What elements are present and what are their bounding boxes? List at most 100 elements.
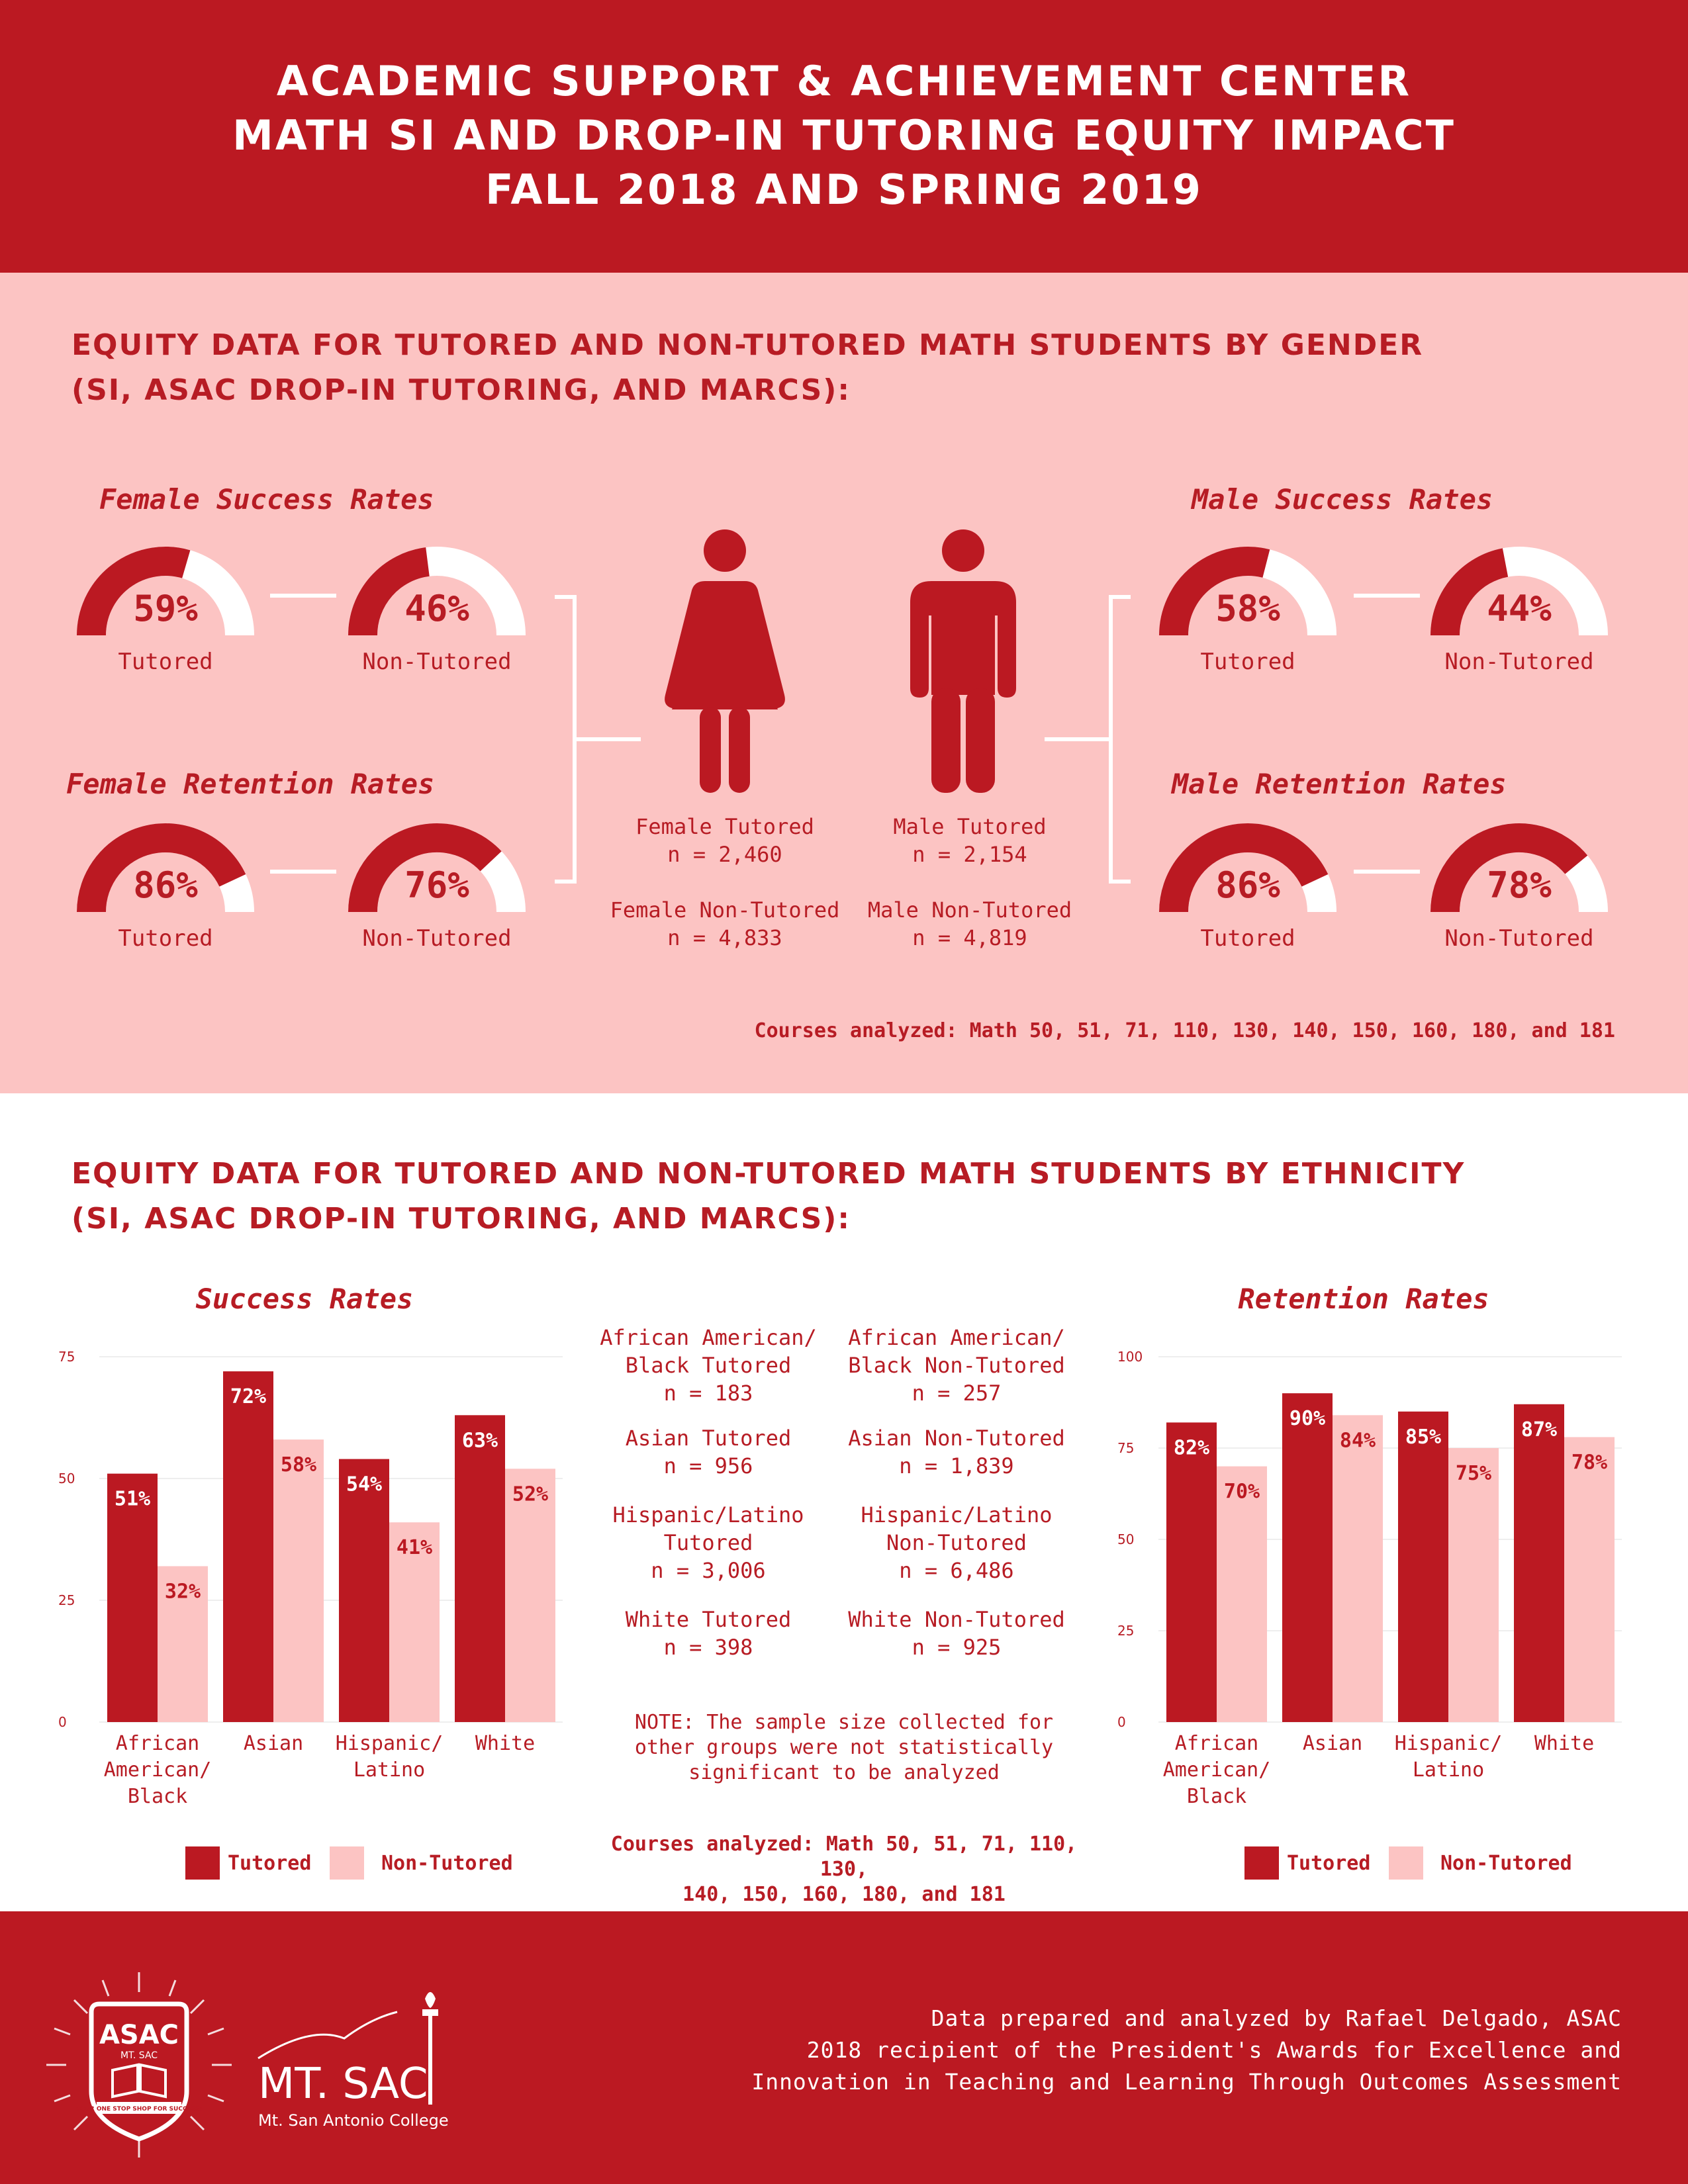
bar-tutored: [107, 1473, 158, 1722]
bar-non-tutored: [158, 1566, 208, 1722]
count-line: Black Non-Tutored: [848, 1353, 1065, 1378]
gauge-fill: [77, 823, 246, 913]
x-category-label: Black: [128, 1785, 187, 1808]
gauge-caption: Tutored: [118, 925, 213, 952]
bar-value-label: 72%: [230, 1385, 266, 1408]
gender-connectors: [270, 594, 1420, 884]
male-non-count: Male Non-Tutored n = 4,819: [831, 896, 1109, 952]
bar-value-label: 75%: [1456, 1462, 1491, 1485]
female-non-n: n = 4,833: [667, 925, 782, 950]
gauge-male-retention-tutored: [1159, 823, 1336, 913]
female-non-label: Female Non-Tutored: [610, 897, 840, 923]
x-category-label: Hispanic/: [1395, 1732, 1503, 1755]
gauge-caption: Non-Tutored: [1444, 649, 1594, 675]
gauge-fill: [1159, 547, 1270, 636]
retention-chart-title: Retention Rates: [1238, 1283, 1489, 1315]
gauge-male-success-non: [1430, 547, 1608, 636]
x-category-label: Black: [1187, 1785, 1246, 1808]
bar-value-label: 52%: [512, 1482, 548, 1506]
male-success-title: Male Success Rates: [1192, 483, 1493, 516]
gauge-female-retention-tutored: [77, 823, 254, 913]
success-legend: Tutored Non-Tutored: [185, 1846, 530, 1880]
count-aa-tutored: African American/ Black Tutored n = 183: [569, 1324, 847, 1407]
bar-tutored: [455, 1415, 505, 1722]
gender-section: [0, 273, 1688, 1093]
y-tick-label: 50: [58, 1471, 75, 1486]
count-line: Hispanic/Latino: [612, 1502, 804, 1527]
credit-line3: Innovation in Teaching and Learning Thro…: [751, 2069, 1622, 2095]
bar-value-label: 54%: [346, 1473, 382, 1496]
courses-line: 140, 150, 160, 180, and 181: [682, 1883, 1006, 1906]
retention-legend: Tutored Non-Tutored: [1244, 1846, 1589, 1880]
note-line: other groups were not statistically: [634, 1736, 1054, 1759]
gauge-female-success-non: [348, 547, 526, 636]
success-rates-chart: 0 25 50 75 51% 32% African American/Black 72% 58%…: [58, 1349, 563, 1808]
count-line: White Tutored: [625, 1607, 792, 1632]
count-line: n = 257: [912, 1381, 1002, 1406]
credit-line2: 2018 recipient of the President's Awards…: [806, 2037, 1622, 2063]
bar-value-label: 87%: [1521, 1418, 1557, 1441]
header-title-line2: MATH SI AND DROP-IN TUTORING EQUITY IMPA…: [232, 111, 1456, 159]
y-tick-label: 25: [58, 1592, 75, 1608]
bar-value-label: 70%: [1224, 1480, 1260, 1504]
count-line: Tutored: [663, 1530, 753, 1555]
x-category-label: American/: [104, 1758, 212, 1782]
ethnicity-title-line1: EQUITY DATA FOR TUTORED AND NON-TUTORED …: [71, 1157, 1466, 1191]
count-line: Non-Tutored: [886, 1530, 1027, 1555]
count-line: Asian Non-Tutored: [848, 1426, 1065, 1451]
bar-tutored: [1166, 1422, 1217, 1722]
bar-tutored: [339, 1459, 389, 1722]
gauge-caption: Non-Tutored: [362, 649, 512, 675]
x-category-label: Latino: [353, 1758, 425, 1782]
page-header: ACADEMIC SUPPORT & ACHIEVEMENT CENTER MA…: [0, 0, 1688, 273]
gauge-caption: Tutored: [1200, 649, 1295, 675]
college-logo-text: MT. SAC: [258, 2060, 428, 2109]
count-asian-non: Asian Non-Tutored n = 1,839: [818, 1424, 1096, 1480]
bar-value-label: 58%: [281, 1453, 316, 1477]
y-tick-label: 25: [1117, 1623, 1134, 1639]
bar-value-label: 90%: [1289, 1407, 1325, 1430]
legend-label-tutored: Tutored: [1287, 1852, 1371, 1875]
gauge-percent: 76%: [404, 864, 469, 906]
ethnicity-section-title: EQUITY DATA FOR TUTORED AND NON-TUTORED …: [71, 1152, 1465, 1242]
legend-swatch-non: [330, 1846, 364, 1880]
x-category-label: White: [475, 1732, 535, 1755]
gender-title-line1: EQUITY DATA FOR TUTORED AND NON-TUTORED …: [71, 328, 1424, 362]
male-non-label: Male Non-Tutored: [867, 897, 1072, 923]
gauge-percent: 86%: [1215, 864, 1280, 906]
gender-section-title: EQUITY DATA FOR TUTORED AND NON-TUTORED …: [71, 323, 1423, 413]
bar-value-label: 84%: [1340, 1429, 1376, 1452]
bar-value-label: 78%: [1571, 1451, 1607, 1474]
y-tick-label: 0: [58, 1714, 67, 1730]
x-category-label: Asian: [244, 1732, 303, 1755]
bar-tutored: [1282, 1393, 1333, 1722]
gauge-fill: [77, 547, 191, 636]
retention-rates-chart: 0 25 50 75 100 82% 70% African American/Black 90%…: [1117, 1349, 1622, 1808]
x-category-label: Latino: [1413, 1758, 1484, 1782]
count-line: n = 956: [663, 1453, 753, 1479]
count-line: n = 183: [663, 1381, 753, 1406]
gauge-percent: 46%: [404, 588, 469, 629]
badge-sub: MT. SAC: [120, 2050, 158, 2061]
bar-tutored: [1514, 1404, 1564, 1722]
bar-tutored: [1398, 1411, 1448, 1722]
count-line: n = 6,486: [899, 1558, 1014, 1583]
bar-tutored: [223, 1371, 273, 1722]
legend-label-non: Non-Tutored: [1440, 1852, 1572, 1875]
female-non-count: Female Non-Tutored n = 4,833: [586, 896, 864, 952]
count-line: n = 3,006: [651, 1558, 766, 1583]
gauge-percent: 59%: [133, 588, 198, 629]
gauge-male-success-tutored: [1159, 547, 1336, 636]
count-line: n = 925: [912, 1635, 1002, 1660]
bar-value-label: 63%: [462, 1429, 498, 1452]
legend-swatch-tutored: [1244, 1846, 1279, 1880]
count-line: African American/: [848, 1325, 1065, 1350]
female-tutored-n: n = 2,460: [667, 842, 782, 867]
count-white-non: White Non-Tutored n = 925: [818, 1606, 1096, 1661]
y-tick-label: 75: [1117, 1440, 1134, 1456]
gauge-fill: [348, 547, 430, 636]
bar-non-tutored: [1333, 1415, 1383, 1722]
male-tutored-count: Male Tutored n = 2,154: [831, 813, 1109, 868]
count-line: White Non-Tutored: [848, 1607, 1065, 1632]
count-hispanic-non: Hispanic/Latino Non-Tutored n = 6,486: [818, 1501, 1096, 1584]
